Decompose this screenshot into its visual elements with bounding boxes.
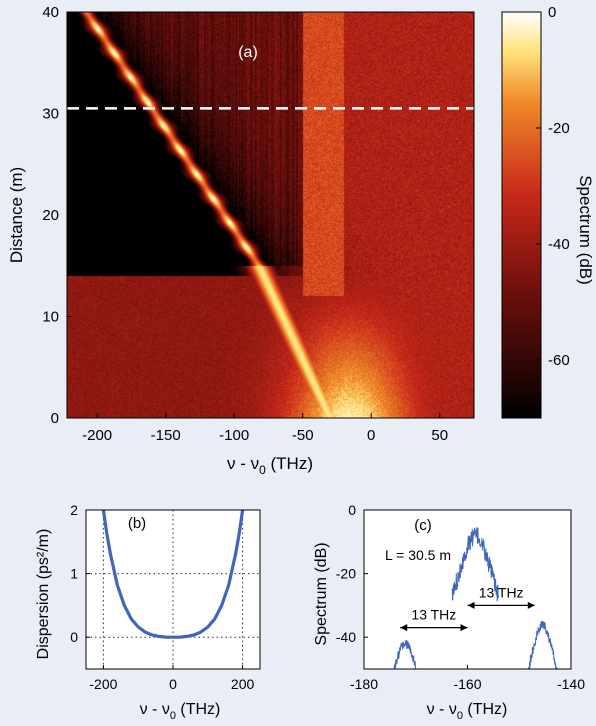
colorbar-tick-label: -40 [548,236,570,253]
y-tick-label: 30 [42,106,59,123]
colorbar [501,11,542,419]
panel-a-ylabel: Distance (m) [7,167,26,263]
colorbar-label: Spectrum (dB) [576,175,595,285]
panel-b-axes: -200 0 200 0 1 2 [70,502,254,692]
spacing-arrows: 13 THz 13 THz [400,584,535,632]
y-tick-label: 40 [42,4,59,21]
spacing-arrow-label: 13 THz [411,607,456,623]
panel-b: -200 0 200 0 1 2 (b) Dispersion (ps²/m) ν - ν… [35,502,261,722]
panel-b-xlabel: ν - ν0 (THz) [140,701,221,722]
panel-c-label: (c) [414,517,432,534]
panel-c-annotation: L = 30.5 m [385,547,451,563]
arrow-head-right [460,624,468,632]
x-tick-label: -200 [82,427,112,444]
panel-c: -180 -160 -140 0 -20 -40 13 THz 13 THz (c) L =… [313,502,585,722]
y-tick-label: 1 [70,566,78,582]
panel-c-ylabel: Spectrum (dB) [313,542,330,645]
y-tick-label: 0 [70,629,78,645]
panel-b-label: (b) [128,515,146,532]
x-tick-label: -150 [151,427,181,444]
y-tick-label: 0 [348,502,356,518]
heatmap-image [67,12,474,418]
y-tick-label: -20 [336,566,356,582]
x-tick-label: -100 [219,427,249,444]
colorbar-ticks: 0 -20 -40 -60 [536,4,570,369]
y-tick-label: 20 [42,207,59,224]
colorbar-tick-label: -20 [548,120,570,137]
x-tick-label: 0 [169,676,177,692]
y-tick-label: 2 [70,502,78,518]
x-tick-label: -140 [557,676,585,692]
x-tick-label: 200 [231,676,255,692]
colorbar-tick-label: -60 [548,352,570,369]
x-tick-label: -160 [453,676,481,692]
panel-b-ylabel: Dispersion (ps²/m) [35,529,52,660]
arrow-head-left [400,624,408,632]
y-tick-label: 10 [42,309,59,326]
arrow-head-right [527,601,535,609]
x-tick-label: 50 [431,427,448,444]
y-tick-label: -40 [336,629,356,645]
panel-b-background [86,510,260,669]
x-tick-label: -200 [89,676,117,692]
panel-c-background [364,510,571,669]
dispersion-curve [101,510,245,639]
panel-a-axes: -200 -150 -100 -50 0 50 0 10 20 30 40 [42,4,448,444]
panel-a-xlabel: ν - ν0 (THz) [227,454,313,477]
y-tick-label: 0 [51,410,59,427]
colorbar-tick-label: 0 [548,4,556,21]
panel-c-axes: -180 -160 -140 0 -20 -40 [336,502,585,692]
panel-a-label: (a) [238,44,258,61]
x-tick-label: -50 [292,427,314,444]
x-tick-label: 0 [367,427,375,444]
panel-c-xlabel: ν - ν0 (THz) [427,701,508,722]
spectrum-trace [393,527,558,669]
spacing-arrow-label: 13 THz [479,584,524,600]
arrow-head-left [467,601,475,609]
x-tick-label: -180 [350,676,378,692]
